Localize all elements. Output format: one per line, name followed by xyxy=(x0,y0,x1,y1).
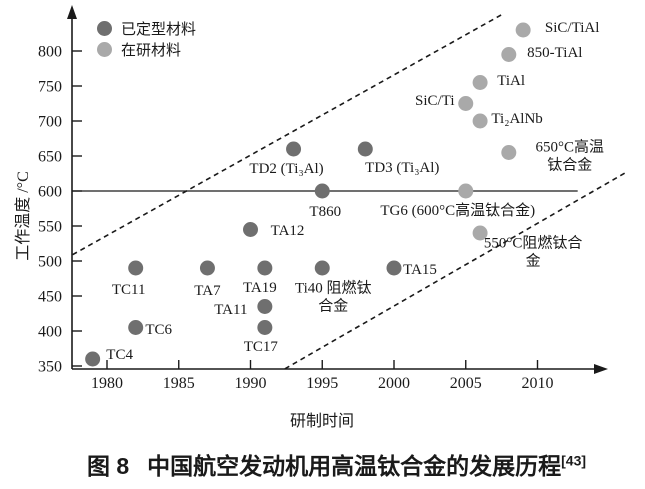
legend-dot-finalized-icon xyxy=(97,21,112,36)
legend-label-research: 在研材料 xyxy=(121,43,182,59)
figure-number: 图 8 xyxy=(86,453,130,479)
x-tick-label: 1985 xyxy=(163,375,195,392)
data-point-label: SiC/TiAl xyxy=(544,19,600,36)
data-point-label: 850-TiAl xyxy=(527,44,583,61)
figure-reference: [43] xyxy=(561,452,587,469)
legend-item-finalized: 已定型材料 xyxy=(97,18,196,39)
y-tick-label: 800 xyxy=(38,44,62,61)
data-point xyxy=(386,260,402,276)
data-point-label: TA19 xyxy=(242,279,277,296)
x-tick-label: 2010 xyxy=(522,375,554,392)
y-tick-label: 550 xyxy=(38,219,62,236)
legend-dot-research-icon xyxy=(97,42,112,57)
trend-dashed-line xyxy=(284,171,627,370)
data-point xyxy=(85,351,101,367)
data-point xyxy=(243,222,258,237)
data-point-label: TA15 xyxy=(403,261,437,278)
data-point-label: SiC/Ti xyxy=(415,92,455,109)
titanium-alloy-development-chart: 350 400 450 500 550 600 650 700 750 800 1980 1985 19… xyxy=(15,5,627,430)
trend-dashed-line xyxy=(72,13,504,256)
y-tick-label: 750 xyxy=(38,79,62,96)
data-point-label: TC17 xyxy=(243,338,278,355)
data-point xyxy=(314,260,330,276)
data-point-label: TG6 (600°C高温钛合金) xyxy=(380,202,536,219)
data-point xyxy=(357,141,373,157)
data-point-label: TA7 xyxy=(194,282,221,299)
data-point xyxy=(472,113,488,129)
data-point-label: TC6 xyxy=(145,321,173,338)
data-point xyxy=(199,260,215,276)
y-tick-label: 600 xyxy=(38,184,62,201)
figure-title: 中国航空发动机用高温钛合金的发展历程 xyxy=(147,453,562,479)
x-axis-arrow-icon xyxy=(594,364,608,374)
data-point-label: Ti₂AlNb xyxy=(491,110,543,127)
data-point-label: 650°C高温 钛合金 xyxy=(535,139,605,174)
data-point xyxy=(257,260,273,276)
legend-item-research: 在研材料 xyxy=(97,39,196,60)
x-tick-label: 1990 xyxy=(235,375,267,392)
data-point xyxy=(458,183,474,199)
y-tick-label: 700 xyxy=(38,114,62,131)
x-tick-label: 1995 xyxy=(306,375,338,392)
data-point xyxy=(472,225,488,241)
data-point xyxy=(515,22,531,38)
x-axis-title: 研制时间 xyxy=(289,413,355,430)
y-tick-label: 450 xyxy=(38,289,62,306)
data-point-label: TD2 (Ti₃Al) xyxy=(249,160,324,177)
x-tick-label: 1980 xyxy=(91,375,123,392)
data-point xyxy=(314,183,330,199)
chart-legend: 已定型材料 在研材料 xyxy=(97,18,196,60)
y-tick-label: 400 xyxy=(38,324,62,341)
data-point xyxy=(501,145,517,160)
data-point xyxy=(128,320,144,335)
data-point-label: 550°C阻燃钛合金 xyxy=(483,235,583,270)
figure-caption: 图 8 中国航空发动机用高温钛合金的发展历程[43] xyxy=(14,447,645,481)
data-point xyxy=(257,320,273,335)
data-point-label: T860 xyxy=(309,203,342,220)
y-axis-title: 工作温度 /°C xyxy=(15,171,32,261)
data-point-label: TiAl xyxy=(497,72,525,89)
data-point-label: TA12 xyxy=(270,222,305,239)
scatter-plot-canvas: 350 400 450 500 550 600 650 700 750 800 1980 1985 19… xyxy=(38,5,627,392)
data-point-label: Ti40 阻燃钛 合金 xyxy=(294,280,372,315)
data-point-label: TA11 xyxy=(214,301,248,318)
legend-label-finalized: 已定型材料 xyxy=(121,22,197,38)
x-tick-label: 2000 xyxy=(378,375,410,392)
data-point-label: TD3 (Ti₃Al) xyxy=(365,159,440,176)
data-point xyxy=(286,141,302,157)
x-tick-label: 2005 xyxy=(450,375,482,392)
data-point xyxy=(458,96,474,111)
y-axis-arrow-icon xyxy=(67,5,77,19)
data-point xyxy=(472,75,488,90)
data-point xyxy=(128,260,144,276)
data-point xyxy=(501,47,517,62)
data-point-label: TC4 xyxy=(106,346,133,363)
y-tick-label: 650 xyxy=(38,149,62,166)
y-tick-label: 500 xyxy=(38,254,62,271)
y-tick-label: 350 xyxy=(38,359,62,376)
data-point-label: TC11 xyxy=(111,281,146,298)
data-point xyxy=(257,299,273,314)
